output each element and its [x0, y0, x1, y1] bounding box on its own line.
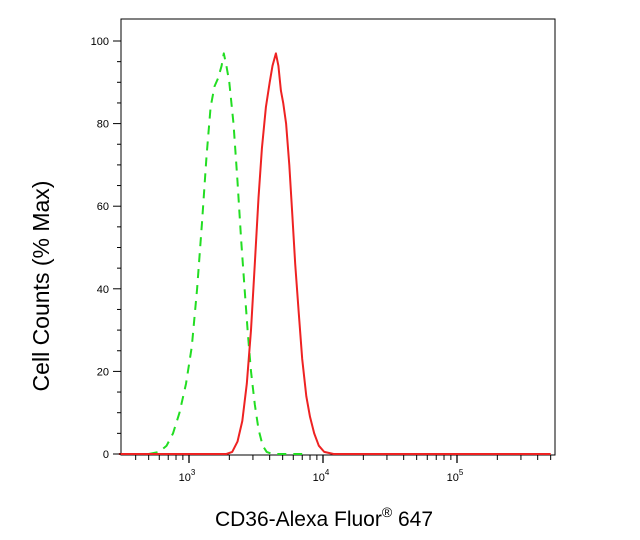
x-axis-label-superscript: ® — [382, 504, 393, 520]
x-axis: 103 104 105 — [135, 455, 552, 484]
x-axis-label: CD36-Alexa Fluor® 647 — [215, 504, 433, 531]
y-tick-label: 0 — [103, 449, 109, 461]
series-line-2 — [118, 52, 551, 455]
x-tick-label: 105 — [447, 468, 464, 484]
x-axis-label-suffix: 647 — [392, 508, 433, 531]
y-tick-label: 80 — [97, 119, 109, 131]
x-tick-label: 104 — [313, 468, 330, 484]
y-tick-label: 40 — [97, 284, 109, 296]
y-axis-label: Cell Counts (% Max) — [28, 181, 54, 392]
series-line-1 — [148, 52, 303, 455]
y-tick-label: 100 — [91, 36, 109, 48]
y-axis: 0 20 40 60 80 100 — [91, 36, 121, 461]
y-tick-label: 60 — [97, 201, 109, 213]
y-tick-label: 20 — [97, 366, 109, 378]
plot-frame — [120, 18, 556, 456]
histogram-curves — [118, 52, 551, 455]
x-tick-label: 103 — [179, 468, 196, 484]
